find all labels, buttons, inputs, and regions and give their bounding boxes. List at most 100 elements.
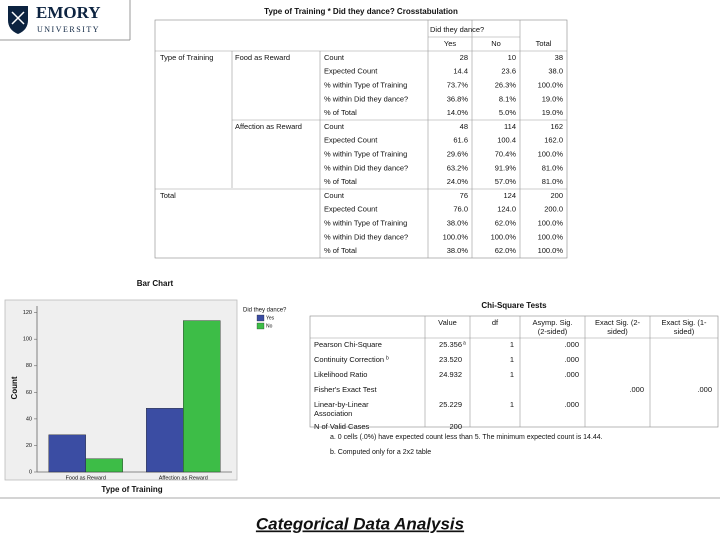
stat-label: % within Type of Training bbox=[324, 149, 407, 158]
cell: 63.2% bbox=[447, 163, 469, 172]
y-tick-label: 40 bbox=[26, 416, 32, 422]
logo-text: EMORY bbox=[36, 3, 101, 22]
cell: 200 bbox=[550, 191, 563, 200]
column-header: Yes bbox=[444, 39, 456, 48]
row-header: Type of Training bbox=[160, 53, 213, 62]
column-header: Exact Sig. (2- bbox=[595, 318, 641, 327]
cell: 36.8% bbox=[447, 94, 469, 103]
stat-label: % of Total bbox=[324, 177, 357, 186]
cell: 28 bbox=[460, 53, 468, 62]
chisq-bg bbox=[309, 315, 719, 428]
cell: 76 bbox=[460, 191, 468, 200]
cell: 1 bbox=[510, 355, 514, 364]
cell: 124.0 bbox=[497, 205, 516, 214]
cell: 19.0% bbox=[542, 108, 564, 117]
cell: 76.0 bbox=[453, 205, 468, 214]
cell: 100.0% bbox=[538, 149, 564, 158]
cell: .000 bbox=[564, 370, 579, 379]
column-header: sided) bbox=[674, 327, 695, 336]
cell: 38.0 bbox=[548, 67, 563, 76]
y-tick-label: 100 bbox=[23, 337, 32, 343]
logo-subtext: UNIVERSITY bbox=[37, 25, 100, 34]
chisq-title: Chi-Square Tests bbox=[481, 301, 547, 310]
cell: .000 bbox=[564, 400, 579, 409]
stat-label: Expected Count bbox=[324, 205, 378, 214]
cell: 26.3% bbox=[495, 80, 517, 89]
value-note: a bbox=[463, 340, 466, 346]
cell: 100.0% bbox=[538, 80, 564, 89]
logo-cross bbox=[11, 11, 25, 25]
column-header: No bbox=[491, 39, 501, 48]
cell: 73.7% bbox=[447, 80, 469, 89]
stat-label: % within Did they dance? bbox=[324, 94, 408, 103]
cell: .000 bbox=[564, 340, 579, 349]
cell: 25.356 bbox=[439, 340, 462, 349]
footer-title: Categorical Data Analysis bbox=[256, 514, 464, 533]
cell: 81.0% bbox=[542, 163, 564, 172]
column-header: Asymp. Sig. bbox=[532, 318, 572, 327]
y-tick-label: 20 bbox=[26, 443, 32, 449]
logo-shield bbox=[8, 6, 28, 34]
row-label: Likelihood Ratio bbox=[314, 370, 367, 379]
row-label: Association bbox=[314, 409, 352, 418]
column-group: Did they dance? bbox=[430, 25, 484, 34]
chart-title: Bar Chart bbox=[137, 279, 174, 288]
total-label: Total bbox=[160, 191, 176, 200]
legend-swatch bbox=[256, 314, 265, 322]
cell: 162.0 bbox=[544, 136, 563, 145]
y-tick-label: 60 bbox=[26, 390, 32, 396]
cell: 24.0% bbox=[447, 177, 469, 186]
cell: 62.0% bbox=[495, 246, 517, 255]
stat-label: Expected Count bbox=[324, 67, 378, 76]
y-tick-label: 120 bbox=[23, 310, 32, 316]
legend-label: No bbox=[266, 323, 273, 329]
cell: 1 bbox=[510, 370, 514, 379]
cell: 114 bbox=[504, 122, 516, 131]
cell: 38 bbox=[555, 53, 563, 62]
column-header: Value bbox=[438, 318, 457, 327]
x-tick-label: Food as Reward bbox=[66, 475, 106, 481]
stat-label: % within Type of Training bbox=[324, 80, 407, 89]
cell: 23.6 bbox=[501, 67, 516, 76]
column-header: Total bbox=[536, 39, 552, 48]
cell: 1 bbox=[510, 400, 514, 409]
cell: 1 bbox=[510, 340, 514, 349]
cell: 70.4% bbox=[495, 149, 517, 158]
cell: 14.0% bbox=[447, 108, 469, 117]
cell: 124 bbox=[503, 191, 516, 200]
column-header: Exact Sig. (1- bbox=[661, 318, 707, 327]
cell: .000 bbox=[629, 385, 644, 394]
crosstab-bg bbox=[154, 19, 568, 259]
cell: 57.0% bbox=[495, 177, 517, 186]
cell: 25.229 bbox=[439, 400, 462, 409]
cell: 100.4 bbox=[497, 136, 516, 145]
x-tick-label: Affection as Reward bbox=[159, 475, 208, 481]
cell: 38.0% bbox=[447, 218, 469, 227]
stat-label: % within Type of Training bbox=[324, 218, 407, 227]
footnote: b. Computed only for a 2x2 table bbox=[330, 449, 431, 456]
cell: 5.0% bbox=[499, 108, 516, 117]
cell: 48 bbox=[460, 122, 468, 131]
row-label: Continuity Correction bbox=[314, 355, 384, 364]
cell: 200.0 bbox=[544, 205, 563, 214]
y-tick-label: 80 bbox=[26, 363, 32, 369]
stat-label: Count bbox=[324, 191, 345, 200]
label-note: b bbox=[386, 355, 389, 361]
footnote: a. 0 cells (.0%) have expected count les… bbox=[330, 434, 603, 441]
x-axis-label: Type of Training bbox=[101, 485, 162, 494]
row-label: Fisher's Exact Test bbox=[314, 385, 377, 394]
cell: 162 bbox=[550, 122, 563, 131]
stat-label: % within Did they dance? bbox=[324, 163, 408, 172]
cell: 61.6 bbox=[453, 136, 468, 145]
cell: 38.0% bbox=[447, 246, 469, 255]
cell: 23.520 bbox=[439, 355, 462, 364]
stat-label: Expected Count bbox=[324, 136, 378, 145]
bar bbox=[146, 408, 184, 473]
row-label: N of Valid Cases bbox=[314, 422, 370, 431]
y-axis-label: Count bbox=[10, 376, 19, 399]
row-label: Linear-by-Linear bbox=[314, 400, 369, 409]
logo: EMORY UNIVERSITY bbox=[0, 0, 131, 41]
stat-label: Count bbox=[324, 122, 345, 131]
cell: 14.4 bbox=[453, 67, 468, 76]
